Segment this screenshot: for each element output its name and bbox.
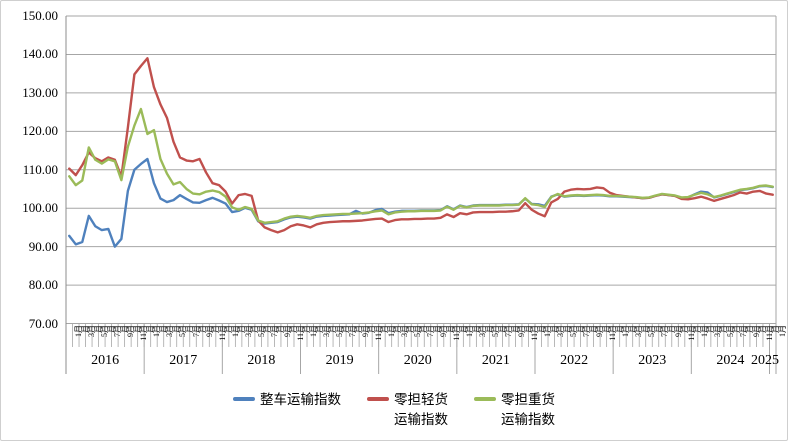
y-tick-label: 90.00 — [28, 238, 58, 254]
legend-label: 整车运输指数 — [260, 392, 341, 407]
series-line-2 — [68, 107, 774, 224]
year-label: 2022 — [560, 353, 589, 368]
legend-line-marker — [474, 397, 496, 401]
series-line-1 — [68, 57, 774, 234]
year-label: 2020 — [403, 353, 432, 368]
legend-line-marker — [233, 397, 255, 401]
y-tick-label: 150.00 — [22, 8, 58, 23]
year-label: 2017 — [169, 353, 198, 368]
legend-label: 零担重货 运输指数 — [501, 392, 555, 428]
y-tick-label: 80.00 — [28, 277, 58, 293]
year-label: 2021 — [481, 353, 510, 368]
y-tick-label: 120.00 — [22, 123, 58, 139]
y-tick-label: 130.00 — [22, 84, 58, 100]
series-line-0 — [68, 157, 774, 248]
legend-label: 零担轻货 运输指数 — [394, 392, 448, 428]
year-label: 2025 — [751, 353, 779, 368]
year-label: 2016 — [91, 353, 120, 368]
y-tick-label: 70.00 — [28, 315, 58, 331]
legend: 整车运输指数 零担轻货 运输指数 零担重货 运输指数 — [1, 390, 787, 431]
y-tick-label: 140.00 — [22, 46, 58, 62]
y-tick-label: 100.00 — [22, 200, 58, 216]
legend-item: 零担轻货 运输指数 — [367, 390, 448, 431]
year-label: 2019 — [325, 353, 354, 368]
y-tick-label: 110.00 — [22, 161, 58, 177]
legend-line-marker — [367, 397, 389, 401]
year-label: 2024 — [716, 353, 745, 368]
year-label: 2023 — [638, 353, 667, 368]
legend-item: 整车运输指数 — [233, 390, 341, 431]
year-label: 2018 — [247, 353, 276, 368]
legend-item: 零担重货 运输指数 — [474, 390, 555, 431]
